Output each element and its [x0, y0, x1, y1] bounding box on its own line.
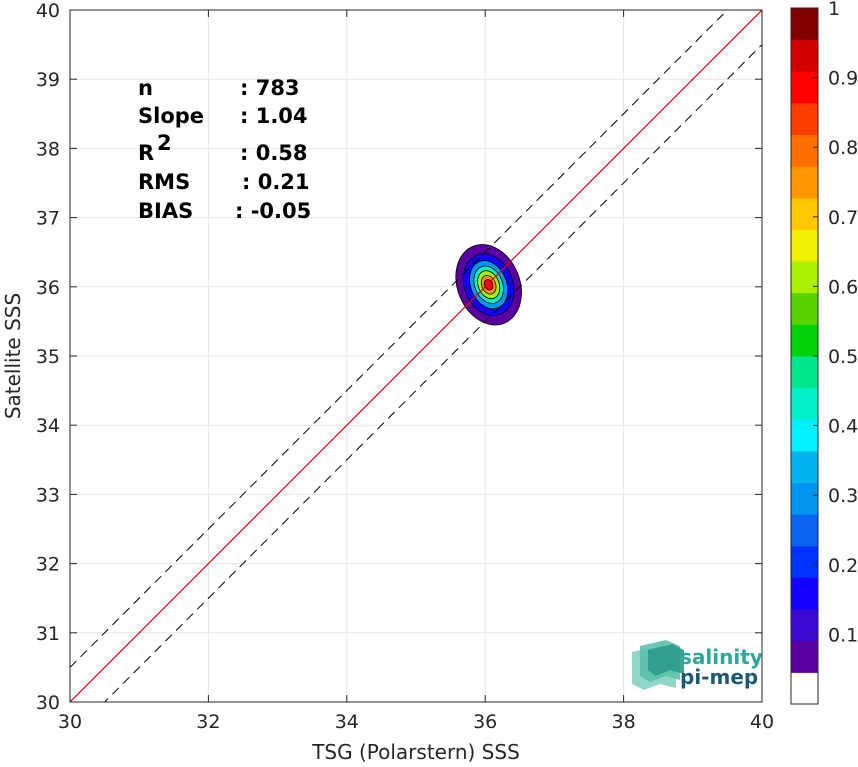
colorbar: 0.1 0.2 0.3 0.4 0.5 0.6 0.7 0.8 0.9 1	[790, 0, 858, 705]
y-tick-label: 35	[36, 346, 60, 368]
stat-value: : 783	[240, 76, 300, 100]
colorbar-segment	[791, 672, 818, 705]
reference-lines	[70, 10, 762, 702]
y-tick-label: 33	[36, 484, 60, 506]
y-tick-label: 36	[36, 277, 60, 299]
y-axis-ticks: 30 31 32 33 34 35 36 37 38 39 40	[36, 0, 762, 714]
colorbar-segment	[791, 514, 818, 547]
colorbar-segment	[791, 450, 818, 484]
x-tick-label: 30	[58, 711, 82, 733]
y-tick-label: 38	[36, 138, 60, 160]
x-tick-label: 40	[750, 711, 774, 733]
upper-bound-line	[70, 10, 729, 668]
colorbar-tick-label: 0.7	[828, 207, 858, 229]
colorbar-segment	[791, 387, 818, 420]
stat-label: BIAS	[138, 199, 193, 223]
y-axis-label: Satellite SSS	[1, 293, 25, 419]
x-axis-ticks: 30 32 34 36 38 40	[58, 10, 774, 733]
colorbar-segment	[791, 261, 818, 294]
grid	[69, 9, 763, 703]
x-tick-label: 32	[196, 711, 220, 733]
colorbar-segment	[791, 324, 818, 357]
stat-value: : -0.05	[235, 199, 311, 223]
colorbar-tick-label: 0.1	[828, 624, 858, 646]
colorbar-segment	[791, 134, 818, 167]
salinity-pi-mep-logo: salinity pi-mep	[632, 640, 763, 690]
y-tick-label: 37	[36, 208, 60, 230]
colorbar-segment	[791, 640, 818, 673]
stat-label-superscript: 2	[157, 131, 172, 155]
regression-fit-line	[70, 10, 762, 702]
colorbar-segment	[791, 166, 818, 199]
colorbar-tick-label: 0.3	[828, 485, 858, 507]
y-tick-label: 40	[36, 0, 60, 22]
density-contours	[455, 244, 522, 326]
y-tick-label: 31	[36, 623, 60, 645]
wave-logo-icon	[632, 640, 684, 690]
stat-value: : 0.21	[242, 170, 310, 194]
colorbar-tick-label: 0.6	[828, 276, 858, 298]
stat-value: : 1.04	[240, 104, 308, 128]
y-tick-label: 32	[36, 554, 60, 576]
colorbar-tick-label: 0.4	[828, 416, 858, 438]
y-tick-label: 34	[36, 415, 60, 437]
x-axis-label: TSG (Polarstern) SSS	[311, 740, 520, 764]
colorbar-tick-label: 0.9	[828, 68, 858, 90]
colorbar-segment	[791, 229, 818, 262]
colorbar-segment	[791, 102, 818, 136]
stat-value: : 0.58	[240, 141, 308, 165]
colorbar-segment	[791, 292, 818, 325]
logo-text-salinity: salinity	[680, 645, 763, 669]
colorbar-segment	[791, 8, 818, 41]
colorbar-segment	[791, 197, 818, 230]
stat-label: n	[138, 76, 153, 100]
colorbar-segment	[791, 482, 818, 515]
x-tick-label: 38	[612, 711, 636, 733]
x-tick-label: 34	[335, 711, 359, 733]
colorbar-segment	[791, 545, 818, 578]
colorbar-segment	[791, 356, 818, 389]
stat-label: R	[138, 141, 154, 165]
colorbar-tick-label: 0.5	[828, 346, 858, 368]
colorbar-segment	[791, 39, 818, 72]
logo-text-pi-mep: pi-mep	[680, 665, 758, 689]
colorbar-segment	[791, 609, 818, 642]
x-tick-label: 36	[473, 711, 497, 733]
density-contour-0.9	[483, 278, 494, 291]
statistics-box: n : 783 Slope : 1.04 R 2 : 0.58 RMS : 0.21 BIAS : …	[138, 76, 311, 223]
y-tick-label: 39	[36, 69, 60, 91]
colorbar-segment	[791, 419, 818, 452]
stat-label: RMS	[138, 170, 190, 194]
colorbar-segment	[791, 577, 818, 610]
colorbar-tick-label: 0.8	[828, 137, 858, 159]
lower-bound-line	[103, 44, 762, 702]
stat-label: Slope	[138, 104, 204, 128]
colorbar-tick-label: 1	[828, 0, 840, 20]
y-tick-label: 30	[36, 692, 60, 714]
colorbar-tick-label: 0.2	[828, 555, 858, 577]
colorbar-segment	[791, 71, 818, 104]
